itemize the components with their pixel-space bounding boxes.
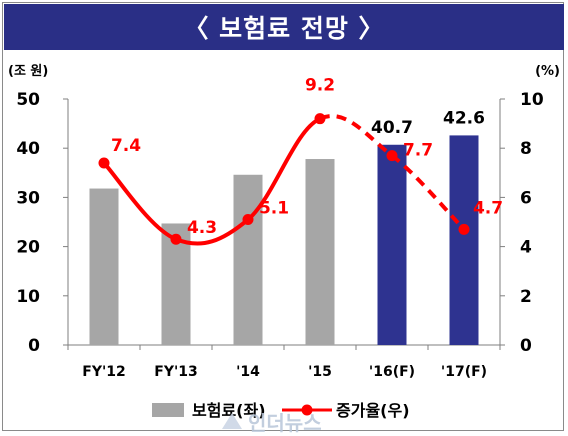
growth-point: [98, 157, 110, 169]
growth-point: [242, 214, 254, 226]
y-tick-right-label: 8: [520, 139, 532, 159]
y-axis-right-label: (%): [535, 64, 560, 79]
y-tick-left-label: 50: [16, 90, 40, 110]
growth-point: [170, 233, 182, 245]
growth-point: [386, 150, 398, 162]
growth-data-label: 4.7: [473, 198, 503, 218]
growth-line-actual: [102, 116, 321, 246]
x-tick-label: FY'13: [154, 364, 197, 380]
x-tick-label: '17(F): [441, 364, 487, 380]
x-tick-label: '14: [236, 364, 260, 380]
y-tick-right-label: 10: [520, 90, 544, 110]
bar: [377, 144, 407, 345]
y-tick-right-label: 2: [520, 287, 532, 307]
growth-point: [458, 223, 470, 235]
y-tick-right-label: 4: [520, 238, 532, 258]
legend-bar-label: 보험료(좌): [192, 401, 266, 420]
y-tick-right-label: 6: [520, 188, 532, 208]
growth-data-label: 7.7: [403, 141, 433, 161]
y-tick-left-label: 20: [16, 238, 40, 258]
growth-data-label: 9.2: [305, 76, 335, 96]
growth-point: [314, 113, 326, 125]
bar: [305, 159, 335, 345]
bar: [449, 135, 479, 345]
y-tick-left-label: 40: [16, 139, 40, 159]
watermark-logo-icon: [222, 413, 242, 429]
bar: [89, 188, 119, 345]
y-tick-left-label: 10: [16, 287, 40, 307]
bar-data-label: 40.7: [371, 118, 413, 138]
x-tick-label: '16(F): [369, 364, 415, 380]
x-tick-label: FY'12: [82, 364, 125, 380]
legend-line-marker: [301, 404, 313, 416]
watermark: 인더뉴스: [220, 408, 360, 435]
bar-data-label: 42.6: [443, 108, 485, 128]
bar: [233, 174, 263, 345]
legend-bar-swatch: [152, 403, 184, 417]
watermark-text: 인더뉴스: [248, 410, 322, 435]
y-tick-left-label: 0: [28, 336, 40, 356]
x-tick-label: '15: [308, 364, 332, 380]
chart-title: 〈 보험료 전망 〉: [4, 4, 564, 50]
y-tick-left-label: 30: [16, 188, 40, 208]
growth-data-label: 7.4: [111, 136, 141, 156]
y-tick-right-label: 0: [520, 336, 532, 356]
growth-data-label: 5.1: [259, 199, 289, 219]
growth-data-label: 4.3: [187, 218, 217, 238]
legend-line-label: 증가율(우): [336, 401, 410, 420]
y-axis-left-label: (조 원): [8, 64, 48, 79]
